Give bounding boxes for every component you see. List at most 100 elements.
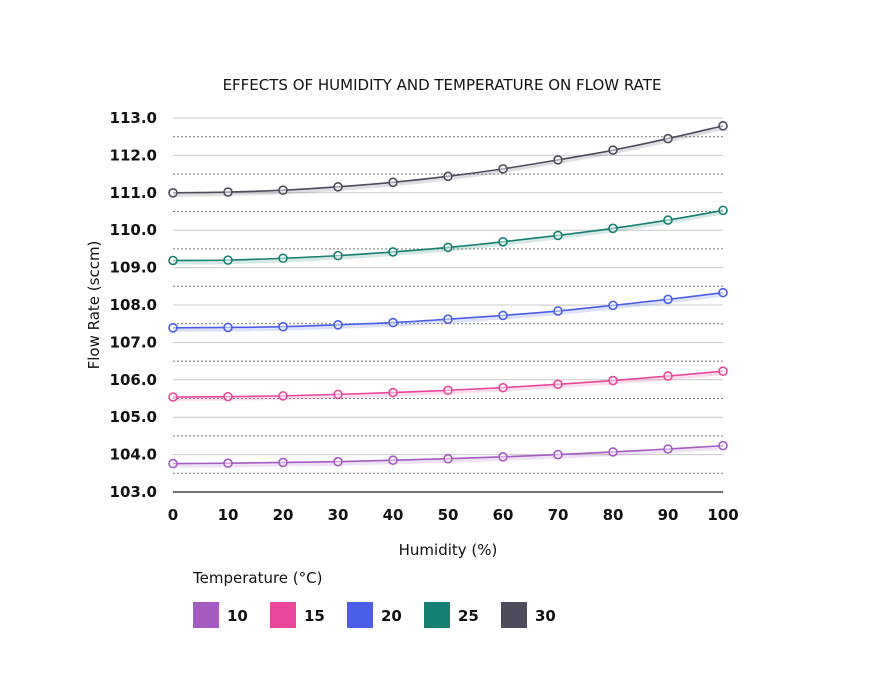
y-tick-label: 111.0 (110, 184, 157, 202)
legend: Temperature (°C) 10 15 20 25 30 (192, 569, 556, 628)
data-point (608, 145, 618, 155)
data-point (663, 371, 673, 381)
x-tick-label: 90 (658, 506, 679, 524)
legend-swatch (193, 602, 219, 628)
legend-swatch (270, 602, 296, 628)
x-tick-label: 10 (218, 506, 239, 524)
data-point (223, 391, 233, 402)
legend-item-10: 10 (193, 602, 248, 628)
legend-item-20: 20 (347, 602, 402, 628)
data-point (443, 242, 453, 253)
legend-label: 10 (227, 607, 248, 625)
series-line (172, 125, 724, 194)
data-point (608, 447, 618, 457)
data-point (333, 320, 343, 330)
series-line-shadow (172, 125, 724, 197)
chart-title: EFFECTS OF HUMIDITY AND TEMPERATURE ON F… (223, 76, 662, 94)
series-15 (168, 366, 728, 402)
legend-title: Temperature (°C) (192, 569, 322, 587)
legend-label: 30 (535, 607, 556, 625)
data-point (223, 458, 233, 469)
x-tick-label: 40 (383, 506, 404, 524)
data-point (278, 253, 288, 264)
data-point (278, 321, 288, 332)
y-tick-label: 109.0 (110, 259, 157, 277)
data-point (498, 452, 508, 462)
data-point (388, 317, 398, 328)
legend-label: 25 (458, 607, 479, 625)
data-point (278, 391, 288, 401)
legend-label: 15 (304, 607, 325, 625)
series-line (172, 209, 724, 262)
data-point (388, 247, 398, 257)
data-point (498, 164, 508, 174)
x-tick-label: 0 (168, 506, 178, 524)
data-point (168, 323, 178, 333)
data-point (553, 379, 563, 390)
data-point (443, 314, 453, 325)
data-point (278, 185, 288, 195)
data-point (498, 236, 508, 247)
series-20 (168, 287, 728, 333)
y-tick-label: 107.0 (110, 333, 157, 351)
y-tick-label: 104.0 (110, 446, 157, 464)
y-axis-label: Flow Rate (sccm) (85, 241, 103, 370)
series-25 (168, 205, 728, 266)
data-point (718, 440, 728, 451)
data-point (663, 215, 673, 225)
data-point (608, 300, 618, 311)
x-tick-label: 100 (707, 506, 738, 524)
y-tick-label: 108.0 (110, 296, 157, 314)
data-point (553, 155, 563, 165)
x-tick-label: 50 (438, 506, 459, 524)
data-point (443, 171, 453, 182)
x-axis-ticks: 0 10 20 30 40 50 60 70 80 90 100 (168, 506, 739, 524)
data-point (168, 188, 178, 198)
data-point (443, 453, 453, 464)
y-tick-label: 110.0 (110, 221, 157, 239)
data-point (168, 255, 178, 266)
data-point (718, 287, 728, 298)
x-tick-label: 60 (493, 506, 514, 524)
data-point (663, 444, 673, 454)
data-point (223, 322, 233, 333)
y-tick-label: 103.0 (110, 483, 157, 501)
legend-swatch (347, 602, 373, 628)
data-point (168, 458, 178, 469)
data-point (498, 310, 508, 321)
legend-label: 20 (381, 607, 402, 625)
data-point (388, 177, 398, 188)
y-tick-label: 112.0 (110, 146, 157, 164)
x-axis-label: Humidity (%) (399, 541, 498, 559)
data-point (333, 389, 343, 400)
data-point (168, 392, 178, 402)
data-point (278, 457, 288, 468)
data-point (223, 187, 233, 197)
legend-swatch (501, 602, 527, 628)
legend-swatch (424, 602, 450, 628)
data-point (333, 250, 343, 261)
data-point (553, 449, 563, 460)
legend-item-25: 25 (424, 602, 479, 628)
x-tick-label: 80 (603, 506, 624, 524)
x-tick-label: 20 (273, 506, 294, 524)
data-point (718, 121, 728, 131)
y-axis-ticks: 103.0 104.0 105.0 106.0 107.0 108.0 109.0 110.0… (110, 109, 157, 501)
data-point (333, 456, 343, 467)
y-tick-label: 106.0 (110, 371, 157, 389)
series-10 (168, 440, 728, 469)
data-point (718, 366, 728, 376)
y-tick-label: 113.0 (110, 109, 157, 127)
series-line-shadow (172, 210, 724, 265)
series-lines (168, 121, 728, 469)
x-tick-label: 30 (328, 506, 349, 524)
legend-items: 10 15 20 25 30 (193, 602, 556, 628)
x-tick-label: 70 (548, 506, 569, 524)
data-point (718, 205, 728, 216)
data-point (663, 294, 673, 305)
grid (173, 117, 723, 493)
data-point (388, 387, 398, 398)
legend-item-15: 15 (270, 602, 325, 628)
data-point (553, 306, 563, 316)
